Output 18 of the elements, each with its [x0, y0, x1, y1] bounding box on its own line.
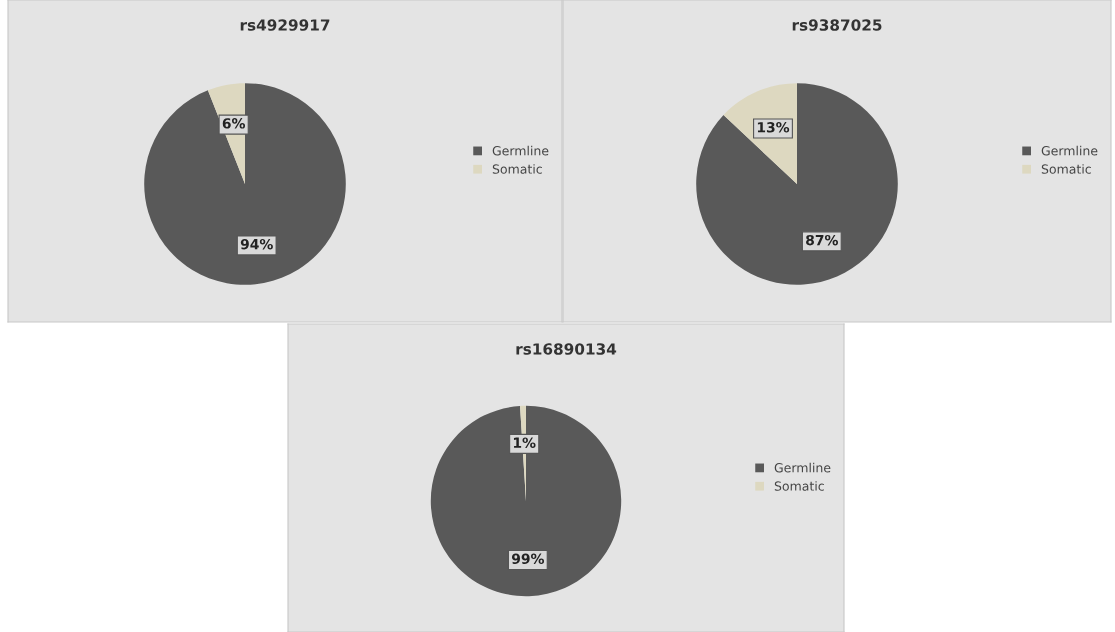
legend-label: Somatic [1041, 164, 1091, 174]
legend-label: Germline [774, 462, 831, 473]
data-label: 6% [222, 118, 246, 129]
data-label: 99% [511, 553, 545, 565]
legend-label: Germline [1041, 145, 1098, 156]
legend-label: Germline [492, 145, 549, 156]
legend-label: Somatic [492, 164, 542, 174]
chart-title: rs9387025 [792, 19, 882, 31]
pie-slice [430, 405, 622, 597]
chart-title: rs16890134 [516, 343, 617, 355]
chart-title: rs4929917 [240, 19, 330, 31]
data-label: 94% [240, 238, 273, 250]
data-label: 13% [757, 122, 790, 133]
data-label: 87% [806, 234, 838, 246]
pie-slice [144, 83, 346, 285]
data-label: 1% [513, 437, 536, 448]
pie-slice [696, 83, 898, 285]
legend-label: Somatic [774, 481, 824, 491]
